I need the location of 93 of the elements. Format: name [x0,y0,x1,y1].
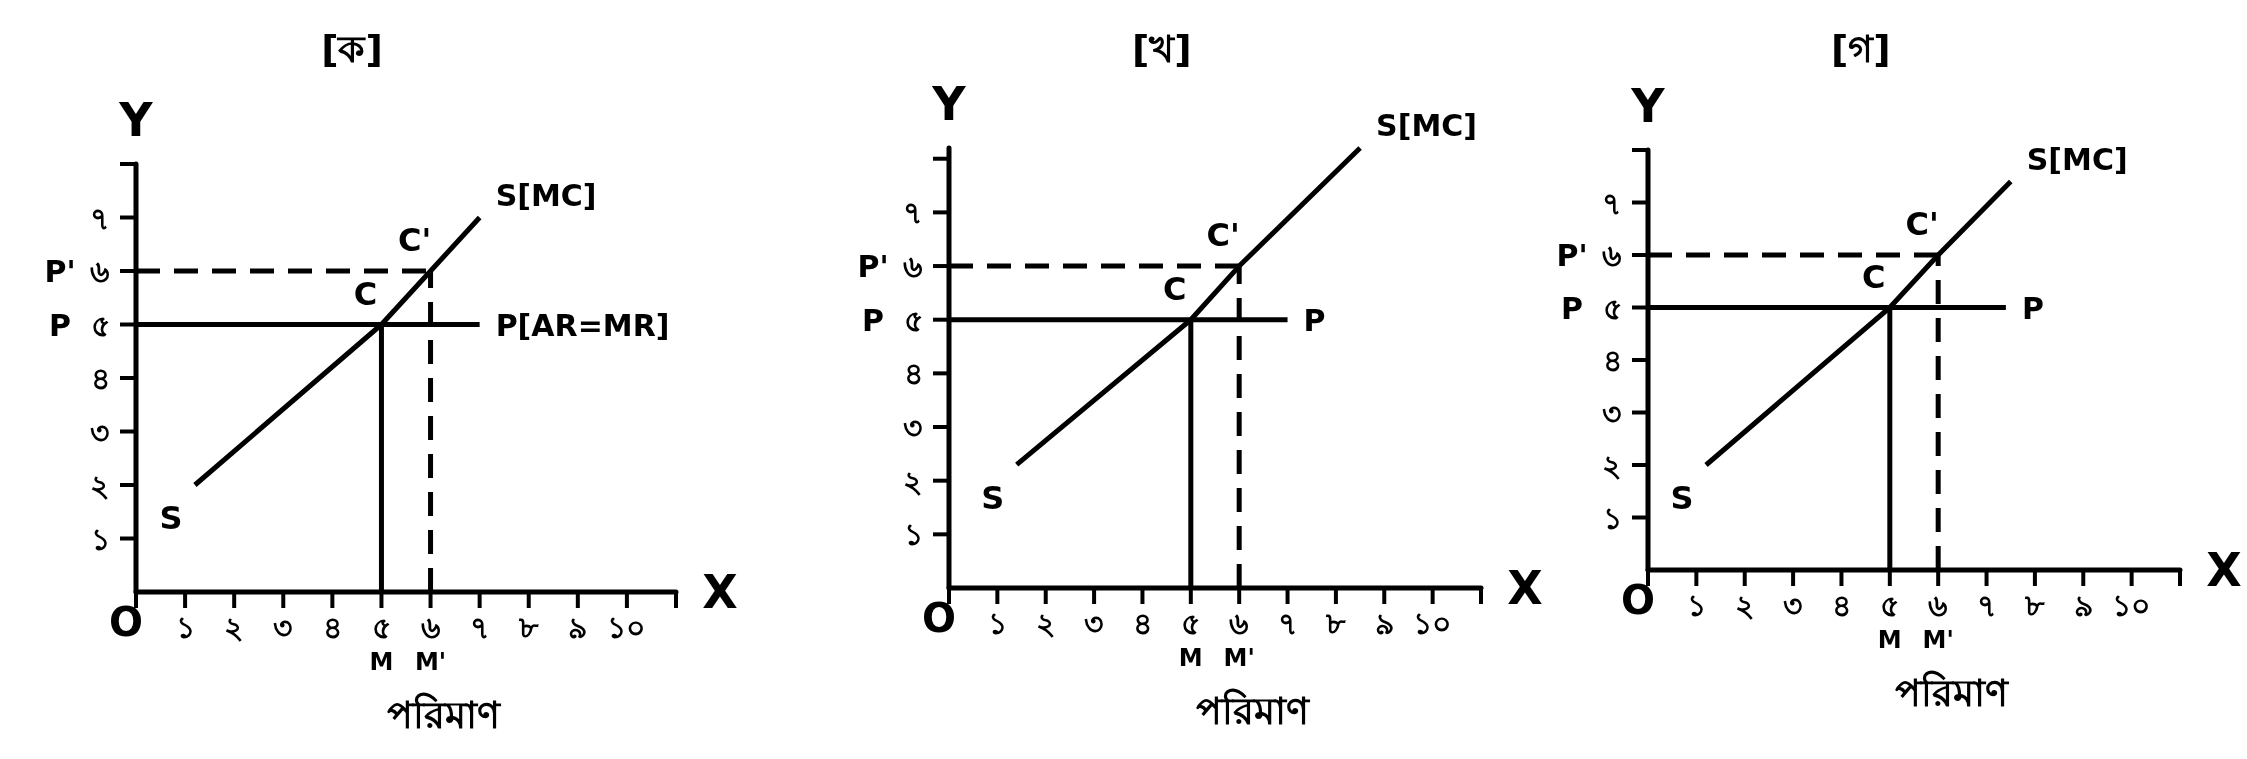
x-tick-label: ৮ [518,610,540,645]
chart-title: [গ] [1830,27,1891,71]
x-tick-label: ১ [175,610,195,645]
y-tick-label: ২ [90,468,110,503]
annotation: P [862,302,884,338]
y-tick-label: ৪ [90,361,110,396]
y-axis-title: Y [931,77,967,131]
x-axis-title: পরিমাণ [387,692,503,737]
x-tick-label: ৬ [1928,588,1949,623]
x-tick-label: O [921,595,957,641]
annotation: P' [44,254,76,289]
x-tick-label: ৬ [1229,606,1250,641]
annotation: C [1163,269,1187,308]
annotation: S [981,478,1005,517]
annotation: M [1178,644,1203,672]
annotation: M' [414,648,447,676]
x-tick-label: ৩ [273,610,294,645]
annotation: M [1877,626,1902,654]
y-tick-label: ৭ [1602,185,1622,221]
x-tick-label: ২ [1734,588,1755,623]
annotation: C' [1905,205,1939,243]
y-axis-title: Y [1630,79,1666,133]
y-tick-label: ৭ [90,200,110,236]
y-tick-label: ২ [903,463,923,499]
series-label: S[MC] [2026,141,2128,177]
y-tick-label: ৪ [1602,343,1622,378]
y-tick-label: ৫ [903,302,923,338]
chart-title: [ক] [321,27,383,71]
x-tick-label: ৭ [1277,606,1298,641]
x-tick-label: ৯ [568,610,588,645]
y-tick-label: ৩ [1602,395,1622,431]
x-tick-label: ৩ [1084,606,1105,641]
annotation: M' [1922,626,1954,654]
text: X [702,565,738,619]
annotation: P' [857,249,889,285]
x-tick-label: ৪ [322,610,342,645]
x-tick-label: ৭ [469,610,490,645]
annotation: M' [1223,644,1255,672]
y-tick-label: ৬ [903,249,923,285]
x-tick-label: O [108,599,144,645]
y-tick-label: ১ [90,521,110,557]
y-tick-label: ৫ [90,307,110,343]
x-tick-label: O [1620,577,1656,623]
annotation: P' [1556,238,1588,273]
y-tick-label: ৫ [1602,290,1622,326]
series-label: P [1303,302,1326,338]
chart-title: [খ] [1131,27,1192,71]
x-tick-label: ১০ [1413,606,1453,641]
x-tick-label: ৮ [2024,588,2046,623]
x-tick-label: ৯ [2073,588,2093,623]
x-tick-label: ৫ [1181,606,1201,641]
x-tick-label: ৩ [1783,588,1804,623]
x-axis-title: পরিমাণ [1195,688,1311,733]
annotation: P [49,307,71,343]
y-tick-label: ৬ [1602,238,1622,273]
x-tick-label: ৬ [420,610,441,645]
y-tick-label: ৭ [903,195,923,231]
text: X [2206,543,2242,597]
series-label: P[AR=MR] [495,307,670,343]
annotation: M [369,648,394,676]
annotation: C' [397,221,432,259]
y-tick-label: ১ [903,517,923,553]
x-tick-label: ৫ [371,610,391,645]
y-tick-label: ৩ [903,410,923,446]
annotation: C [353,274,378,313]
x-tick-label: ২ [224,610,245,645]
x-tick-label: ১০ [2112,588,2152,623]
x-tick-label: ১০ [607,610,647,645]
x-axis-title: পরিমাণ [1894,670,2010,715]
series-label: S[MC] [1376,108,1477,143]
x-tick-label: ৪ [1132,606,1152,641]
text: X [1507,561,1543,615]
y-tick-label: ৪ [903,356,923,392]
annotation: S [1670,479,1694,517]
x-tick-label: ৮ [1325,606,1347,641]
x-tick-label: ৪ [1831,588,1851,623]
x-tick-label: ১ [1686,588,1706,623]
y-axis-title: Y [118,93,154,147]
x-tick-label: ৭ [1976,588,1997,623]
y-tick-label: ৩ [90,414,110,450]
x-tick-label: ৫ [1880,588,1900,623]
y-tick-label: ২ [1602,448,1622,483]
x-tick-label: ১ [987,606,1007,641]
series-label: S[MC] [495,177,597,213]
y-tick-label: ১ [1602,500,1622,536]
annotation: P [1561,290,1583,326]
y-tick-label: ৬ [90,254,110,289]
annotation: S [159,499,183,537]
x-tick-label: ২ [1035,606,1056,641]
x-tick-label: ৯ [1374,606,1394,641]
annotation: C' [1206,216,1240,255]
annotation: C [1862,257,1886,296]
series-label: P [2021,290,2044,326]
